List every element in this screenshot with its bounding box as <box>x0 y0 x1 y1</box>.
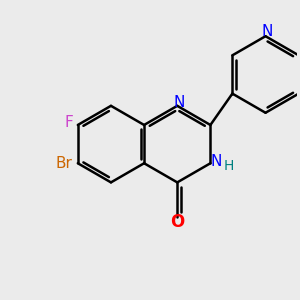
Text: Br: Br <box>55 156 72 171</box>
Text: F: F <box>64 115 73 130</box>
Text: O: O <box>170 213 184 231</box>
Text: N: N <box>261 24 273 39</box>
Text: H: H <box>224 159 234 172</box>
Text: N: N <box>173 95 184 110</box>
Text: N: N <box>210 154 221 169</box>
